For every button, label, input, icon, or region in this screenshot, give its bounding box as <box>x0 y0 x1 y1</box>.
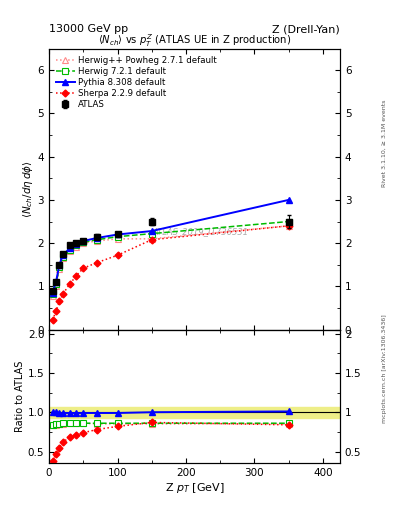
Line: Pythia 8.308 default: Pythia 8.308 default <box>50 197 292 296</box>
Sherpa 2.2.9 default <box>149 237 154 243</box>
Line: Sherpa 2.2.9 default: Sherpa 2.2.9 default <box>50 223 291 323</box>
Y-axis label: Ratio to ATLAS: Ratio to ATLAS <box>15 361 25 432</box>
Pythia 8.308 default <box>74 241 79 247</box>
Herwig 7.2.1 default <box>81 239 86 245</box>
Pythia 8.308 default <box>67 245 72 251</box>
Herwig 7.2.1 default <box>115 233 120 240</box>
Pythia 8.308 default <box>149 228 154 234</box>
Pythia 8.308 default <box>61 252 65 259</box>
Herwig 7.2.1 default <box>50 291 55 297</box>
Herwig++ Powheg 2.7.1 default <box>115 236 120 242</box>
Line: Herwig 7.2.1 default: Herwig 7.2.1 default <box>50 219 292 297</box>
Herwig 7.2.1 default <box>67 247 72 253</box>
Pythia 8.308 default <box>53 279 58 285</box>
Text: mcplots.cern.ch [arXiv:1306.3436]: mcplots.cern.ch [arXiv:1306.3436] <box>382 314 387 423</box>
Herwig++ Powheg 2.7.1 default <box>50 293 55 299</box>
Herwig 7.2.1 default <box>95 237 99 243</box>
Herwig 7.2.1 default <box>74 242 79 248</box>
Text: Rivet 3.1.10, ≥ 3.1M events: Rivet 3.1.10, ≥ 3.1M events <box>382 100 387 187</box>
Pythia 8.308 default <box>95 235 99 241</box>
Herwig++ Powheg 2.7.1 default <box>61 255 65 261</box>
Herwig++ Powheg 2.7.1 default <box>81 240 86 246</box>
Pythia 8.308 default <box>286 197 291 203</box>
Herwig++ Powheg 2.7.1 default <box>74 244 79 250</box>
Herwig 7.2.1 default <box>57 264 62 270</box>
Bar <box>49 407 340 418</box>
Herwig 7.2.1 default <box>149 230 154 237</box>
Sherpa 2.2.9 default <box>95 260 99 266</box>
Herwig++ Powheg 2.7.1 default <box>149 236 154 242</box>
Sherpa 2.2.9 default <box>50 317 55 323</box>
Herwig++ Powheg 2.7.1 default <box>286 223 291 229</box>
Pythia 8.308 default <box>50 290 55 296</box>
Sherpa 2.2.9 default <box>53 308 58 314</box>
X-axis label: Z $p_{T}$ [GeV]: Z $p_{T}$ [GeV] <box>165 481 224 495</box>
Sherpa 2.2.9 default <box>57 298 62 305</box>
Pythia 8.308 default <box>81 238 86 244</box>
Sherpa 2.2.9 default <box>115 252 120 259</box>
Sherpa 2.2.9 default <box>74 272 79 279</box>
Y-axis label: $\langle N_{ch}/d\eta\, d\phi\rangle$: $\langle N_{ch}/d\eta\, d\phi\rangle$ <box>21 160 35 218</box>
Herwig++ Powheg 2.7.1 default <box>95 238 99 244</box>
Legend: Herwig++ Powheg 2.7.1 default, Herwig 7.2.1 default, Pythia 8.308 default, Sherp: Herwig++ Powheg 2.7.1 default, Herwig 7.… <box>53 53 220 112</box>
Pythia 8.308 default <box>57 262 62 268</box>
Line: Herwig++ Powheg 2.7.1 default: Herwig++ Powheg 2.7.1 default <box>50 223 292 299</box>
Sherpa 2.2.9 default <box>67 281 72 287</box>
Text: 13000 GeV pp: 13000 GeV pp <box>49 24 128 34</box>
Sherpa 2.2.9 default <box>61 291 65 297</box>
Herwig 7.2.1 default <box>286 219 291 225</box>
Title: $\langle N_{ch}\rangle$ vs $p^{Z}_{T}$ (ATLAS UE in Z production): $\langle N_{ch}\rangle$ vs $p^{Z}_{T}$ (… <box>98 32 291 49</box>
Herwig++ Powheg 2.7.1 default <box>57 266 62 272</box>
Text: ATLAS_2019_I1736531: ATLAS_2019_I1736531 <box>152 227 248 236</box>
Herwig++ Powheg 2.7.1 default <box>53 283 58 289</box>
Sherpa 2.2.9 default <box>286 223 291 229</box>
Text: Z (Drell-Yan): Z (Drell-Yan) <box>272 24 340 34</box>
Pythia 8.308 default <box>115 231 120 238</box>
Herwig 7.2.1 default <box>53 281 58 287</box>
Herwig++ Powheg 2.7.1 default <box>67 248 72 254</box>
Herwig 7.2.1 default <box>61 254 65 260</box>
Sherpa 2.2.9 default <box>81 265 86 271</box>
